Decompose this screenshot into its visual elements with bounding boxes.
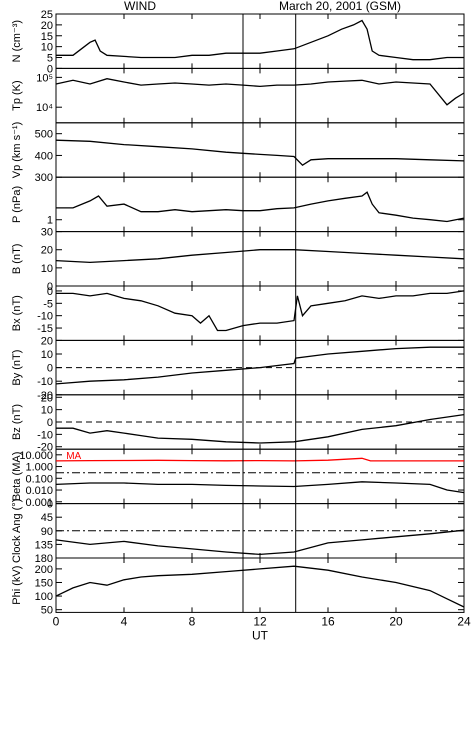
y-axis-label: Bz (nT) xyxy=(11,404,23,440)
y-tick-label: 10 xyxy=(41,263,53,275)
x-tick-label: 8 xyxy=(189,614,196,628)
series-line xyxy=(55,78,465,106)
x-tick-label: 16 xyxy=(321,614,335,628)
panel-frame xyxy=(55,231,465,287)
y-tick-label: 0.100 xyxy=(25,473,53,485)
y-tick-label: 0.001 xyxy=(25,497,53,509)
y-tick-label: 135 xyxy=(35,539,53,551)
y-tick-label: 10 xyxy=(41,405,53,417)
y-tick-label: 500 xyxy=(35,129,53,141)
y-tick-label: -10 xyxy=(37,311,53,323)
y-tick-label: 0 xyxy=(47,499,53,511)
header-left: WIND xyxy=(124,0,156,13)
series-line xyxy=(56,290,465,332)
y-tick-label: -20 xyxy=(37,390,53,402)
series-line xyxy=(56,413,465,444)
series-line xyxy=(56,191,465,223)
x-tick-label: 0 xyxy=(53,614,60,628)
y-axis-label: Vp (km s⁻¹) xyxy=(11,122,23,179)
series-line xyxy=(55,346,464,385)
y-tick-label: 5 xyxy=(47,53,53,65)
y-tick-label: 100 xyxy=(35,591,53,603)
y-tick-label: 20 xyxy=(41,20,53,32)
y-tick-label: 25 xyxy=(41,9,53,21)
series-line xyxy=(56,19,464,61)
y-tick-label: 45 xyxy=(41,512,53,524)
y-tick-label: 20 xyxy=(41,392,53,404)
y-tick-label: 10⁴ xyxy=(36,102,53,114)
y-tick-label: 10 xyxy=(41,349,53,361)
panel-frame xyxy=(55,557,465,613)
x-tick-label: 20 xyxy=(389,614,403,628)
y-axis-label: P (nPa) xyxy=(11,186,23,223)
y-axis-label: Tp (K) xyxy=(11,80,23,111)
y-axis-label: N (cm⁻³) xyxy=(11,20,23,62)
y-tick-label: 0 xyxy=(47,417,53,429)
panel-frame xyxy=(55,122,465,178)
y-tick-label: 10.000 xyxy=(19,450,53,462)
y-tick-label: 200 xyxy=(35,564,53,576)
y-tick-label: 1.000 xyxy=(25,462,53,474)
y-axis-label: B (nT) xyxy=(11,244,23,275)
y-axis-label: Beta (MA) xyxy=(11,452,23,502)
header-right: March 20, 2001 (GSM) xyxy=(279,0,401,13)
y-tick-label: -20 xyxy=(37,442,53,454)
y-tick-label: -10 xyxy=(37,429,53,441)
series-line xyxy=(55,565,465,608)
y-tick-label: 0 xyxy=(47,63,53,75)
panel-frame xyxy=(55,67,465,124)
panel-frame xyxy=(55,285,465,341)
x-tick-label: 24 xyxy=(457,614,471,628)
y-tick-label: -5 xyxy=(43,298,53,310)
y-tick-label: 90 xyxy=(41,526,53,538)
y-tick-label: 0 xyxy=(47,281,53,293)
y-tick-label: 15 xyxy=(41,31,53,43)
y-tick-label: 10⁵ xyxy=(36,72,53,84)
y-tick-label: 20 xyxy=(41,335,53,347)
panel-frame xyxy=(55,13,465,69)
y-tick-label: 0.010 xyxy=(25,485,53,497)
y-tick-label: 50 xyxy=(41,605,53,617)
y-tick-label: 1 xyxy=(47,215,53,227)
series-line xyxy=(55,529,465,556)
y-tick-label: 300 xyxy=(35,172,53,184)
x-tick-label: 12 xyxy=(253,614,267,628)
panel-frame xyxy=(55,448,465,505)
y-tick-label: -15 xyxy=(37,323,53,335)
y-tick-label: 150 xyxy=(35,577,53,589)
y-tick-label: 0 xyxy=(47,286,53,298)
series-line xyxy=(55,249,465,264)
y-tick-label: -10 xyxy=(37,376,53,388)
series-line xyxy=(55,139,465,167)
y-tick-label: 180 xyxy=(35,553,53,565)
y-tick-label: 0 xyxy=(47,363,53,375)
series-line xyxy=(55,457,464,462)
y-tick-label: 20 xyxy=(41,245,53,257)
y-axis-label: Clock Ang (°) xyxy=(11,499,23,563)
y-axis-label: By (nT) xyxy=(11,350,23,386)
series-label: MA xyxy=(66,451,81,462)
y-tick-label: 400 xyxy=(35,150,53,162)
y-tick-label: 30 xyxy=(41,227,53,239)
x-tick-label: 4 xyxy=(121,614,128,628)
x-axis-label: UT xyxy=(252,628,269,642)
y-axis-label: Bx (nT) xyxy=(11,295,23,331)
series-line xyxy=(55,481,465,494)
y-axis-label: Phi (kV) xyxy=(11,566,23,605)
y-tick-label: 10 xyxy=(41,42,53,54)
